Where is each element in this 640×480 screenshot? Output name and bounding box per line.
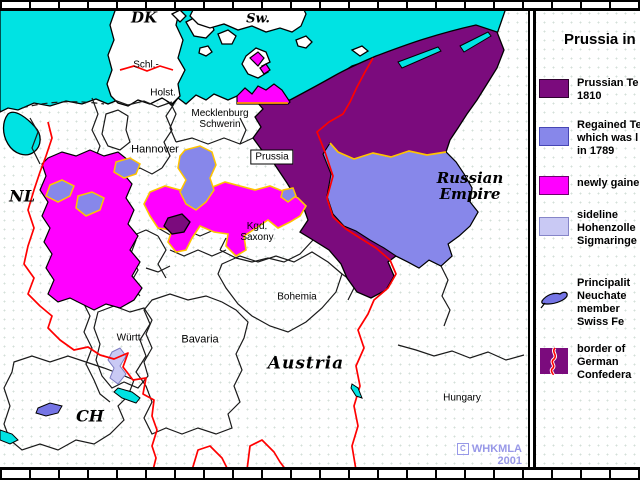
regained-enclave-west2 [75, 191, 105, 217]
lake-geneva [0, 429, 19, 445]
baltic-island [350, 45, 370, 57]
principality-neuchatel-shape [35, 402, 63, 417]
label-austria: Austria [267, 353, 345, 374]
label-bavaria: Bavaria [181, 333, 219, 346]
label-wuerttemberg: Württ. [116, 332, 144, 344]
legend-item-regained-territory: Regained Te which was l in 1789 [539, 119, 640, 158]
newly-gained-swedish-pomerania [236, 83, 291, 105]
hohenzollern-swatch [539, 217, 569, 236]
prussian-enclave-erfurt [163, 213, 191, 235]
whkmla-watermark: C WHKMLA 2001 [452, 443, 522, 467]
danish-island-tiny [198, 45, 213, 57]
map-frame-tick-band-bottom [0, 467, 640, 480]
regained-enclave-east [280, 187, 297, 203]
label-prussia: Prussia [250, 149, 294, 165]
danish-island [217, 29, 237, 45]
label-kingdom-saxony: Kgd. Saxony [240, 221, 274, 243]
legend-title: Prussia in [564, 31, 636, 48]
historical-map-canvas [0, 7, 525, 471]
neuchatel-legend-icon [540, 291, 568, 309]
label-denmark: DK [130, 8, 158, 27]
label-russian-empire: Russian Empire [436, 169, 504, 203]
legend-panel: Prussia in Prussian Te 1810 Regained Te … [536, 11, 640, 467]
label-sweden: Sw. [246, 11, 270, 27]
legend-item-confederation-border: border of German Confedera [539, 343, 631, 382]
legend-item-prussian-territory: Prussian Te 1810 [539, 77, 639, 103]
sweden-coast [189, 7, 307, 33]
legend-item-newly-gained: newly gaine [539, 174, 639, 195]
label-switzerland: CH [76, 406, 104, 426]
label-schleswig: Schl.- [133, 59, 159, 71]
map-legend-divider [528, 11, 536, 467]
label-mecklenburg-schwerin: Mecklenburg Schwerin [191, 108, 249, 130]
curonian-lagoon [459, 31, 492, 53]
danish-island-small [170, 9, 187, 23]
regained-enclave-magdeburg [177, 145, 217, 211]
lake-constance [113, 387, 141, 404]
regained-territory-swatch [539, 127, 569, 146]
ruegen-magenta-patch [249, 51, 265, 67]
zuiderzee [2, 111, 41, 156]
lake-balaton [350, 383, 363, 399]
label-hannover: Hannover [131, 143, 179, 156]
label-bohemia: Bohemia [277, 291, 317, 303]
vistula-lagoon [397, 46, 442, 69]
frisian-islands [21, 101, 105, 109]
map-frame-tick-band-top [0, 0, 640, 11]
regained-enclave-west1 [45, 179, 75, 203]
hohenzollern-sigmaringen [107, 347, 127, 385]
ruegen-magenta-small [259, 63, 271, 75]
label-netherlands: NL [9, 186, 35, 206]
regained-enclave-minden [113, 157, 141, 179]
german-state-borders [3, 97, 525, 451]
label-hungary: Hungary [443, 392, 481, 404]
bornholm-island [295, 35, 313, 49]
prussian-territory-swatch [539, 79, 569, 98]
legend-item-hohenzollern: sideline Hohenzolle Sigmaringe [539, 209, 637, 248]
copyright-icon: C [456, 443, 469, 455]
legend-item-neuchatel: Principalit Neuchate member Swiss Fe [539, 277, 630, 329]
german-confederation-border-lines [23, 57, 397, 471]
regained-north-boundary [329, 142, 447, 160]
confederation-border-legend-icon [540, 347, 568, 375]
newly-gained-swatch [539, 176, 569, 195]
label-holstein: Holst. [150, 87, 176, 99]
